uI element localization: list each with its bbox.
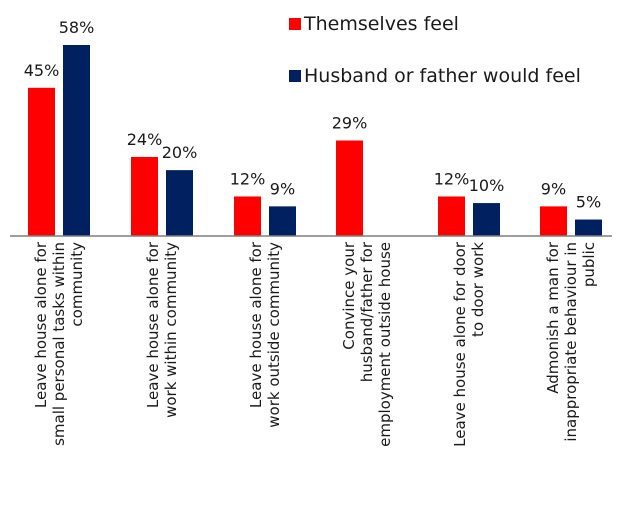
data-label-themselves-2: 12% [230, 169, 266, 188]
category-label-line: public [580, 242, 598, 287]
bar-themselves-3 [336, 140, 363, 236]
category-label-line: small personal tasks within [50, 242, 68, 446]
category-label-line: employment outside house [376, 242, 394, 447]
category-label-line: inappropriate behaviour in [562, 242, 580, 442]
bar-husband-father-2 [269, 206, 296, 236]
data-label-husband-father-1: 20% [162, 143, 198, 162]
data-label-husband-father-5: 5% [576, 193, 601, 212]
category-label-4: Leave house alone for door to door work [451, 241, 487, 447]
legend-swatch-themselves [289, 18, 301, 30]
data-label-themselves-4: 12% [434, 169, 470, 188]
bar-husband-father-1 [166, 170, 193, 236]
bar-husband-father-4 [473, 203, 500, 236]
data-label-themselves-3: 29% [332, 114, 368, 133]
bar-themselves-0 [28, 87, 55, 236]
category-labels-group: Leave house alone for small personal task… [32, 241, 598, 447]
data-label-husband-father-0: 58% [59, 18, 95, 37]
bar-themselves-2 [234, 196, 261, 236]
bars-group [28, 45, 602, 236]
data-label-themselves-0: 45% [24, 61, 60, 80]
category-label-2: Leave house alone for work outside commun… [247, 241, 283, 428]
category-label-line: Admonish a man for [544, 241, 562, 394]
data-label-husband-father-4: 10% [469, 176, 505, 195]
data-label-husband-father-2: 9% [270, 179, 295, 198]
bar-husband-father-0 [63, 45, 90, 236]
data-label-themselves-5: 9% [541, 179, 566, 198]
category-label-line: community [68, 242, 86, 327]
category-label-line: Leave house alone for [144, 241, 162, 408]
category-label-line: husband/father for [358, 241, 376, 382]
category-label-line: Leave house alone for [247, 241, 265, 408]
bar-themselves-5 [540, 206, 567, 236]
legend: Themselves feel Husband or father would f… [289, 13, 581, 87]
legend-label-husband-father: Husband or father would feel [304, 65, 581, 87]
category-label-line: work within community [162, 242, 180, 418]
data-labels-group: 45%24%12%29%12%9%58%20%9% 10%5% [24, 18, 601, 212]
category-label-0: Leave house alone for small personal task… [32, 241, 86, 446]
bar-themselves-1 [131, 156, 158, 236]
category-label-5: Admonish a man for inappropriate behaviou… [544, 241, 598, 441]
bar-themselves-4 [438, 196, 465, 236]
category-label-line: Leave house alone for door [451, 241, 469, 447]
category-label-line: to door work [469, 242, 487, 337]
category-label-3: Convince your husband/father for employmen… [340, 241, 394, 447]
category-label-line: work outside community [265, 242, 283, 428]
category-label-line: Convince your [340, 241, 358, 350]
bar-husband-father-5 [575, 219, 602, 236]
category-label-line: Leave house alone for [32, 241, 50, 408]
legend-label-themselves: Themselves feel [303, 13, 459, 35]
category-label-1: Leave house alone for work within communi… [144, 241, 180, 418]
legend-swatch-husband-father [289, 70, 301, 82]
data-label-themselves-1: 24% [127, 130, 163, 149]
